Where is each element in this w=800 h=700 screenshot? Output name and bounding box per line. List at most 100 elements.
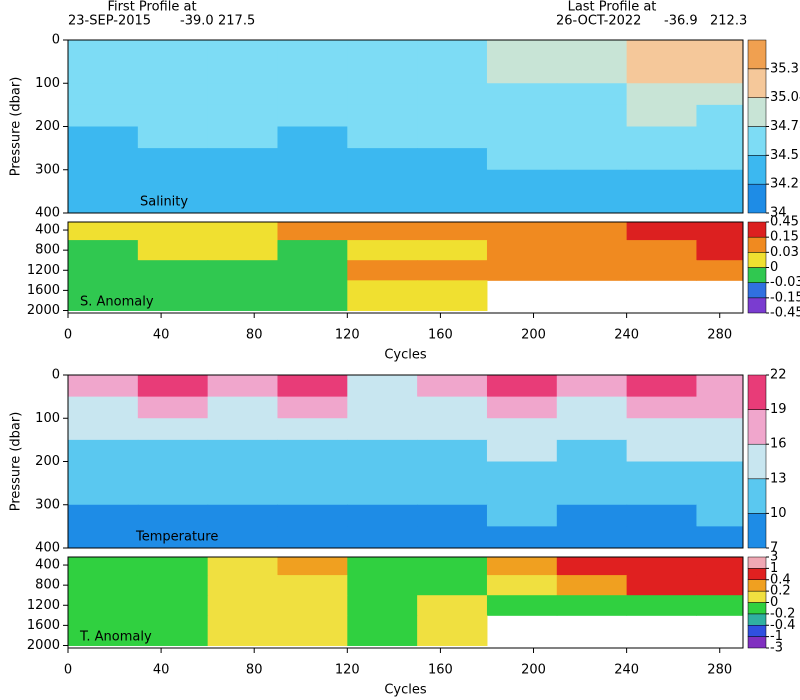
colorbar-label: 13	[770, 471, 787, 486]
heat-cell	[68, 575, 139, 596]
heat-cell	[556, 104, 628, 127]
heat-cell	[347, 396, 418, 419]
heat-cell	[68, 126, 139, 149]
heat-cell	[696, 148, 744, 171]
heat-cell	[207, 126, 278, 149]
heat-cell	[556, 418, 628, 441]
heat-cell	[347, 595, 418, 616]
header-text: 212.3	[710, 14, 747, 29]
heat-cell	[277, 40, 348, 63]
heat-cell	[486, 396, 558, 419]
heat-cell	[137, 557, 209, 576]
x-tick-label: 200	[521, 328, 546, 343]
y-axis-label: Pressure (dbar)	[9, 412, 24, 512]
heat-cell	[556, 461, 628, 484]
heat-cell	[556, 40, 628, 63]
heat-cell	[68, 61, 139, 84]
heat-cell	[68, 418, 139, 441]
heat-cell	[277, 240, 348, 261]
colorbar-label: 34.78	[770, 119, 800, 134]
heat-cell	[486, 169, 558, 192]
colorbar-band	[747, 602, 767, 615]
heat-cell	[556, 396, 628, 419]
x-tick-label: 80	[246, 663, 263, 678]
colorbar-label: -0.45	[770, 306, 800, 321]
heat-cell	[626, 83, 697, 106]
heat-cell	[556, 83, 628, 106]
heat-cell	[347, 83, 418, 106]
heat-cell	[277, 526, 348, 549]
x-tick-label: 120	[335, 663, 360, 678]
heat-cell	[277, 280, 348, 311]
heat-cell	[696, 83, 744, 106]
x-tick-label: 200	[521, 663, 546, 678]
panel-title: Salinity	[140, 195, 188, 210]
colorbar-label: 19	[770, 402, 787, 417]
colorbar-band	[747, 513, 767, 549]
heat-cell	[626, 240, 697, 261]
heat-cell	[696, 575, 744, 596]
colorbar-label: -1	[770, 629, 783, 644]
heat-cell	[486, 439, 558, 462]
heat-cell	[626, 483, 697, 506]
heat-cell	[556, 439, 628, 462]
heat-cell	[68, 504, 139, 527]
heat-cell	[486, 148, 558, 171]
colorbar-label: 0.45	[770, 215, 799, 230]
colorbar-band	[747, 126, 767, 156]
heat-cell	[626, 418, 697, 441]
y-tick-label: 400	[35, 206, 60, 221]
heat-cell	[137, 615, 209, 646]
heat-cell	[68, 191, 139, 214]
colorbar-label: 35.04	[770, 90, 800, 105]
plot-frame	[67, 556, 744, 649]
heat-cell	[207, 504, 278, 527]
heat-cell	[68, 595, 139, 616]
heat-cell	[347, 439, 418, 462]
heat-cell	[626, 439, 697, 462]
heat-cell	[347, 615, 418, 646]
heat-cell	[347, 61, 418, 84]
colorbar-label: 0.15	[770, 230, 799, 245]
heat-cell	[486, 240, 558, 261]
colorbar-label: 7	[770, 541, 778, 556]
heat-cell	[626, 126, 697, 149]
heat-cell	[347, 504, 418, 527]
heat-cell	[696, 260, 744, 281]
heat-cell	[68, 240, 139, 261]
heat-cell	[68, 461, 139, 484]
heat-cell	[347, 461, 418, 484]
heat-cell	[68, 169, 139, 192]
heat-cell	[556, 483, 628, 506]
heat-cell	[347, 483, 418, 506]
heat-cell	[347, 126, 418, 149]
heat-cell	[417, 61, 488, 84]
colorbar-band	[747, 297, 767, 314]
heat-cell	[207, 439, 278, 462]
colorbar-band	[747, 183, 767, 214]
heat-cell	[277, 396, 348, 419]
heat-cell	[277, 104, 348, 127]
y-tick-label: 800	[35, 243, 60, 258]
heat-cell	[696, 461, 744, 484]
heat-cell	[68, 483, 139, 506]
heat-cell	[347, 557, 418, 576]
heat-cell	[207, 191, 278, 214]
heat-cell	[137, 504, 209, 527]
x-tick-label: 120	[335, 328, 360, 343]
colorbar-band	[747, 236, 767, 253]
colorbar-band	[747, 39, 767, 70]
x-axis-label: Cycles	[384, 348, 427, 363]
heat-cell	[486, 126, 558, 149]
colorbar-label: 22	[770, 368, 787, 383]
heat-cell	[556, 260, 628, 281]
colorbar-band	[747, 221, 767, 238]
heat-cell	[696, 191, 744, 214]
colorbar-label: -0.15	[770, 290, 800, 305]
heat-cell	[626, 575, 697, 596]
x-tick-label: 40	[153, 328, 170, 343]
y-tick-label: 0	[52, 368, 60, 383]
heat-cell	[556, 222, 628, 241]
y-tick-label: 100	[35, 76, 60, 91]
header-text: -39.0	[180, 14, 214, 29]
